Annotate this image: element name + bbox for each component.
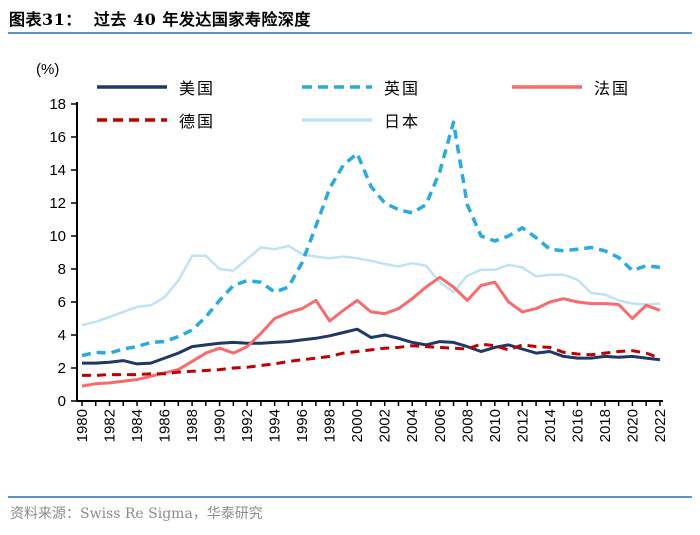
y-tick-label: 0	[58, 393, 66, 410]
y-tick-label: 4	[58, 327, 66, 344]
y-tick-label: 10	[49, 228, 66, 245]
x-tick-label: 2012	[514, 409, 531, 442]
x-tick-label: 1988	[184, 409, 201, 442]
legend-label-uk: 英国	[384, 79, 421, 98]
y-tick-label: 14	[49, 162, 66, 179]
x-tick-label: 2022	[652, 409, 669, 442]
series-line-germany	[82, 342, 661, 377]
y-tick-label: 2	[58, 360, 66, 377]
series-line-japan	[81, 244, 660, 327]
footer-divider	[8, 496, 692, 498]
x-tick-label: 1986	[157, 409, 174, 442]
x-tick-label: 1982	[102, 409, 119, 442]
x-tick-label: 2010	[487, 409, 504, 442]
x-tick-label: 1992	[239, 409, 256, 442]
title-divider	[8, 32, 692, 34]
x-tick-label: 2016	[569, 409, 586, 442]
y-tick-label: 8	[58, 261, 66, 278]
x-tick-label: 2004	[404, 409, 421, 442]
legend-label-france: 法国	[594, 79, 631, 98]
source-note: 资料来源：Swiss Re Sigma，华泰研究	[10, 506, 263, 522]
y-tick-label: 16	[49, 129, 66, 146]
x-tick-label: 2020	[624, 409, 641, 442]
series-line-france	[81, 275, 661, 388]
chart-title: 图表31： 过去 40 年发达国家寿险深度	[9, 10, 311, 29]
x-tick-label: 1994	[267, 409, 284, 442]
legend-label-japan: 日本	[384, 112, 421, 131]
legend-swatch-us	[97, 85, 167, 89]
x-tick-label: 1980	[74, 409, 91, 442]
legend-swatch-uk	[302, 85, 372, 89]
x-tick-label: 2018	[597, 409, 614, 442]
series-line-us	[82, 327, 661, 366]
legend-swatch-germany	[97, 118, 167, 122]
y-tick-label: 12	[49, 195, 66, 212]
y-tick-label: 18	[49, 96, 66, 113]
legend-swatch-france	[512, 85, 582, 89]
y-tick-label: 6	[58, 294, 66, 311]
x-tick-label: 1990	[212, 409, 229, 442]
x-tick-label: 1996	[294, 409, 311, 442]
legend-swatch-japan	[302, 118, 372, 122]
series-line-uk	[81, 120, 661, 358]
legend: 美国 英国 法国德国 日本	[97, 76, 672, 131]
legend-label-us: 美国	[179, 79, 216, 98]
x-tick-label: 1998	[322, 409, 339, 442]
x-tick-label: 2002	[377, 409, 394, 442]
x-tick-label: 2014	[542, 409, 559, 442]
legend-item-france: 法国	[512, 76, 672, 98]
x-tick-label: 2006	[432, 409, 449, 442]
x-tick-label: 1984	[129, 409, 146, 442]
legend-item-uk: 英国	[302, 76, 512, 98]
x-tick-label: 2000	[349, 409, 366, 442]
legend-item-germany: 德国	[97, 109, 302, 131]
legend-label-germany: 德国	[179, 112, 216, 131]
legend-item-japan: 日本	[302, 109, 512, 131]
x-tick-label: 2008	[459, 409, 476, 442]
y-axis-unit-label: (%)	[36, 61, 60, 78]
legend-item-us: 美国	[97, 76, 302, 98]
